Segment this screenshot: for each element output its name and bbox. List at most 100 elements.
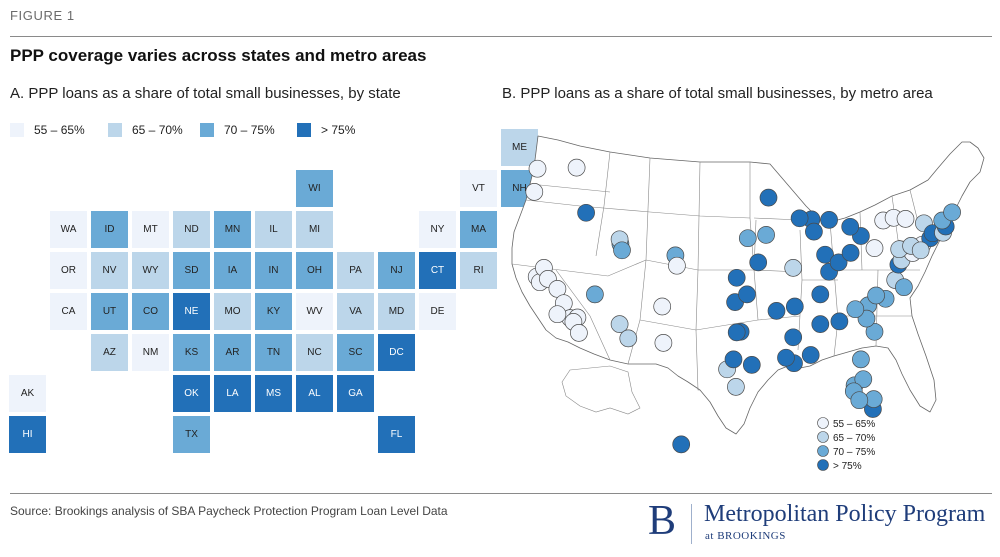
metro-legend-label: 55 – 65% (833, 419, 875, 430)
metro-dot (654, 334, 673, 352)
state-tile-wi: WI (296, 170, 333, 207)
metro-dot (668, 256, 686, 275)
metro-dot (852, 350, 870, 369)
metro-dot (759, 188, 778, 207)
metro-dot (525, 183, 544, 201)
metro-dot (895, 278, 913, 297)
state-tile-or: OR (50, 252, 87, 289)
state-tile-mi: MI (296, 211, 333, 248)
metro-legend-swatch (817, 445, 829, 457)
program-subtitle: at BROOKINGS (705, 530, 786, 542)
metro-dot (610, 315, 629, 333)
figure-label: FIGURE 1 (10, 8, 75, 23)
program-name: Metropolitan Policy Program (704, 501, 986, 527)
legend-a-item-4: > 75% (297, 123, 355, 137)
metro-dot (805, 222, 823, 241)
panel-b-title: B. PPP loans as a share of total small b… (502, 85, 933, 102)
metro-dot (577, 203, 595, 222)
alaska-outline (561, 365, 641, 415)
top-divider (10, 36, 992, 37)
legend-a-label: 55 – 65% (34, 123, 85, 137)
state-tile-ga: GA (337, 375, 374, 412)
legend-a-swatch (10, 123, 24, 137)
state-tile-mo: MO (214, 293, 251, 330)
metro-dot (613, 241, 631, 260)
metro-legend-swatch (817, 459, 829, 471)
metro-dot (586, 285, 604, 304)
metro-dot (777, 348, 795, 367)
metro-dot (790, 209, 809, 228)
state-tile-mt: MT (132, 211, 169, 248)
state-tile-ms: MS (255, 375, 292, 412)
state-tile-oh: OH (296, 252, 333, 289)
metro-legend-label: > 75% (833, 461, 862, 472)
metro-dot (619, 329, 638, 348)
metro-map: 55 – 65% 65 – 70% 70 – 75% > 75% (511, 135, 985, 472)
state-tile-tx: TX (173, 416, 210, 453)
metro-legend-swatch (817, 431, 829, 443)
legend-a-item-2: 65 – 70% (108, 123, 183, 137)
metro-dot (727, 378, 745, 396)
state-tile-ne: NE (173, 293, 210, 330)
state-tile-md: MD (378, 293, 415, 330)
metro-dot (767, 302, 786, 320)
state-tile-nv: NV (91, 252, 128, 289)
state-tile-ct: CT (419, 252, 456, 289)
metro-dot (865, 239, 884, 257)
state-tile-in: IN (255, 252, 292, 289)
metro-dot (846, 300, 865, 319)
state-tile-ky: KY (255, 293, 292, 330)
legend-a-swatch (108, 123, 122, 137)
state-tile-ca: CA (50, 293, 87, 330)
state-tile-sc: SC (337, 334, 374, 371)
metro-dot (865, 322, 884, 341)
metro-dot (801, 346, 820, 364)
state-tile-la: LA (214, 375, 251, 412)
metro-legend-label: 70 – 75% (833, 447, 875, 458)
metro-dot (811, 315, 830, 333)
metro-dot (738, 285, 756, 304)
legend-a-item-3: 70 – 75% (200, 123, 275, 137)
logo-divider (691, 504, 692, 544)
metro-dot (567, 158, 586, 177)
figure-title: PPP coverage varies across states and me… (10, 46, 427, 65)
metro-dot (816, 245, 834, 264)
source-note: Source: Brookings analysis of SBA Payche… (10, 504, 448, 518)
metro-dot (672, 435, 691, 454)
metro-dot (820, 211, 838, 229)
metro-dot (727, 268, 746, 287)
state-tile-co: CO (132, 293, 169, 330)
metro-dots (525, 158, 961, 454)
metro-dot (830, 312, 849, 331)
metro-dot (850, 391, 869, 410)
legend-a-swatch (200, 123, 214, 137)
metro-dot (785, 297, 804, 316)
state-tile-ny: NY (419, 211, 456, 248)
legend-a-item-1: 55 – 65% (10, 123, 85, 137)
state-tile-vt: VT (460, 170, 497, 207)
state-tile-wy: WY (132, 252, 169, 289)
state-tile-ar: AR (214, 334, 251, 371)
metro-dot (811, 285, 830, 304)
metro-dot (727, 323, 746, 342)
metro-dot (867, 286, 885, 305)
metro-dot (854, 370, 873, 389)
state-tile-nd: ND (173, 211, 210, 248)
state-tile-ia: IA (214, 252, 251, 289)
metro-dot (528, 159, 547, 178)
metro-dot (841, 244, 860, 262)
metro-legend-swatch (817, 417, 829, 429)
metro-dot (749, 253, 768, 272)
legend-a-swatch (297, 123, 311, 137)
metro-dot (742, 356, 761, 374)
state-tile-az: AZ (91, 334, 128, 371)
metro-dot (829, 253, 848, 272)
metro-dot (548, 305, 567, 324)
metro-dot (896, 210, 915, 228)
state-tile-ok: OK (173, 375, 210, 412)
metro-dot (784, 259, 803, 277)
state-tile-dc: DC (378, 334, 415, 371)
state-tile-me: ME (501, 129, 538, 166)
metro-legend: 55 – 65% 65 – 70% 70 – 75% > 75% (817, 417, 875, 472)
metro-dot (570, 324, 588, 342)
